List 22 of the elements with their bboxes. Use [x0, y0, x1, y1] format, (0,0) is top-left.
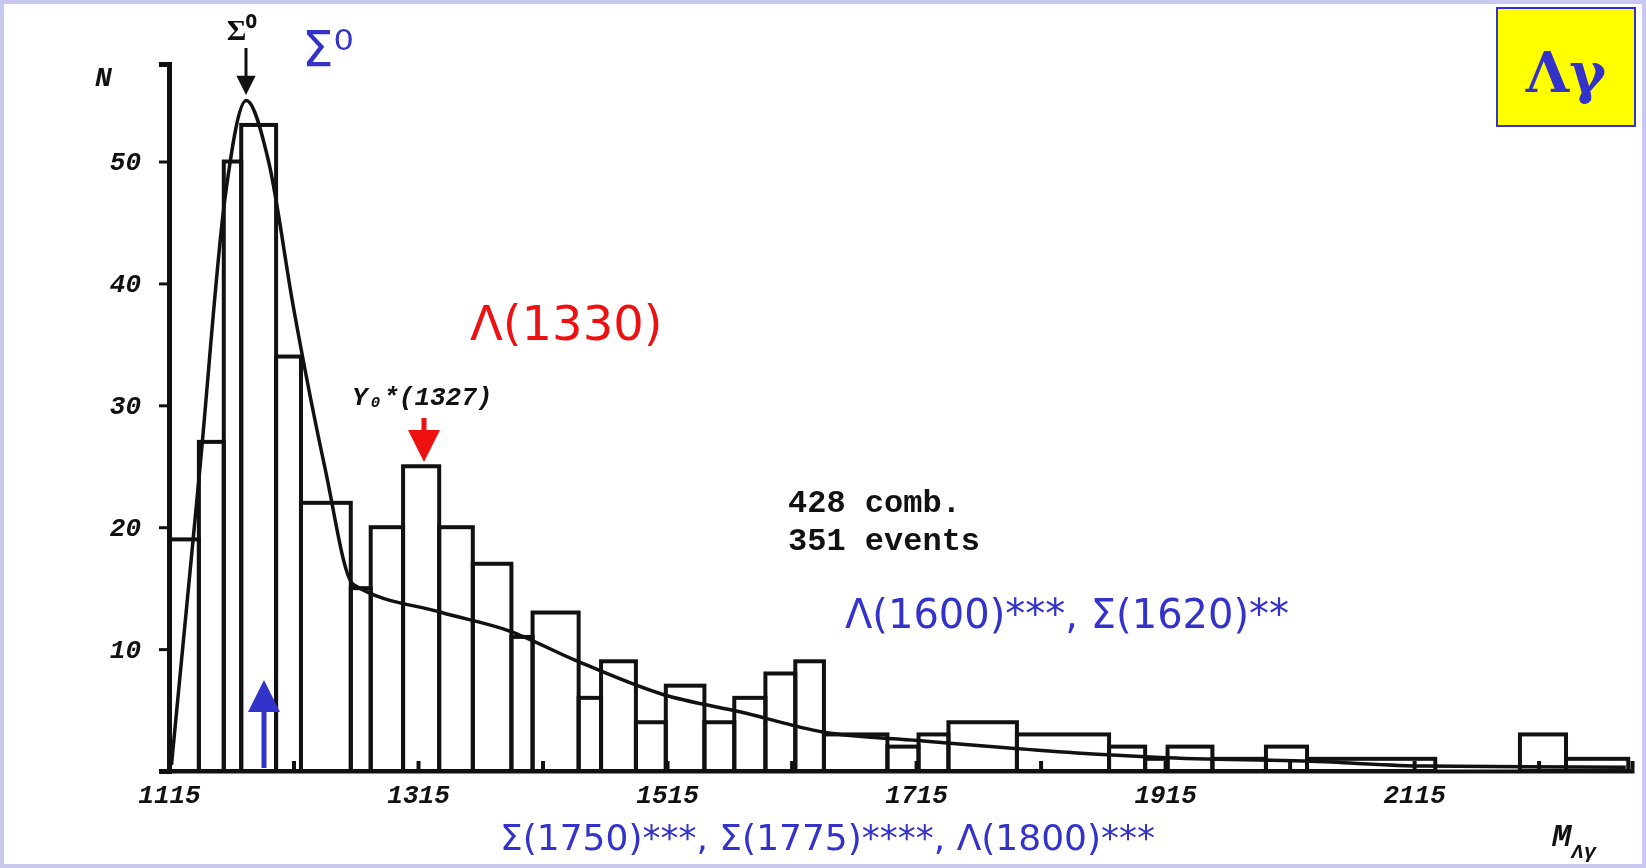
y-axis-title: N: [95, 63, 113, 94]
x-tick-label: 1515: [636, 781, 700, 812]
text: Σ⁰: [226, 13, 258, 46]
y-tick-label: 10: [109, 635, 141, 666]
x-tick-label: 1915: [1134, 781, 1198, 812]
annotation: Λ(1600)***, Σ(1620)**: [845, 591, 1290, 637]
y-tick-label: 50: [109, 148, 141, 179]
annotation: Λ(1330): [470, 295, 663, 351]
annotation: Y₀*(1327): [352, 383, 493, 413]
x-tick-label: 1115: [138, 781, 202, 812]
annotation: Σ⁰: [302, 20, 354, 78]
annotation: 351 events: [788, 523, 981, 560]
y-tick-label: 30: [109, 392, 141, 423]
y-tick-label: 20: [109, 514, 141, 545]
x-axis-title: M$_{Λγ}$: [1551, 819, 1598, 864]
x-tick-label: 2115: [1383, 781, 1447, 812]
text: Σ(1750)***, Σ(1775)****, Λ(1800)***: [500, 817, 1156, 858]
y-tick-label: 40: [109, 270, 141, 301]
x-tick-label: 1315: [387, 781, 451, 812]
x-tick-label: 1715: [885, 781, 949, 812]
annotation: 428 comb.: [788, 485, 961, 522]
chart-title: Λγ: [1524, 39, 1608, 105]
